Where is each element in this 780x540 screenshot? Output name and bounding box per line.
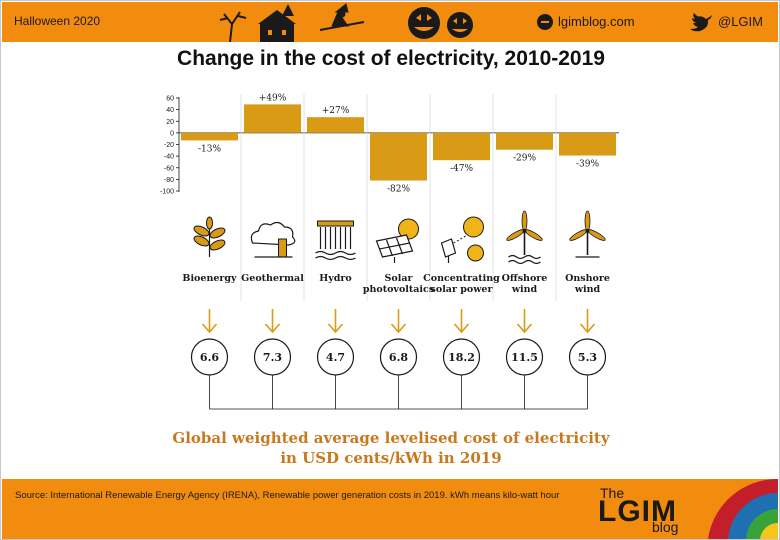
cost-circle <box>316 338 355 376</box>
dam-icon <box>315 220 356 261</box>
cost-circle <box>442 338 481 376</box>
tree-icon <box>219 11 247 42</box>
cost-value: 18.2 <box>448 351 475 364</box>
cost-value: 6.8 <box>389 351 408 364</box>
cost-footnote: Global weighted average levelised cost o… <box>1 428 779 468</box>
halloween-decoration <box>219 3 712 42</box>
bar <box>307 117 364 133</box>
haunted-house-icon <box>258 4 296 42</box>
logo-blog: blog <box>652 519 679 535</box>
header-site: lgimblog.com <box>558 14 635 29</box>
plant-icon <box>193 216 226 257</box>
bar-value-label: -29% <box>513 154 536 164</box>
cost-circle <box>505 338 544 376</box>
y-tick-label: -20 <box>164 142 174 149</box>
y-tick-label: -80 <box>164 177 174 184</box>
logo-main: LGIM <box>598 495 677 528</box>
cost-value: 4.7 <box>326 351 345 364</box>
bar-value-label: +27% <box>322 106 350 116</box>
cost-circle <box>379 338 418 376</box>
cost-value: 7.3 <box>263 351 282 364</box>
bar-value-label: -39% <box>576 160 599 170</box>
cost-circle <box>253 338 292 376</box>
footnote-line-1: Global weighted average levelised cost o… <box>172 429 610 447</box>
header-handle: @LGIM <box>718 14 763 29</box>
header-left-text: Halloween 2020 <box>14 14 101 28</box>
footnote-line-2: in USD cents/kWh in 2019 <box>280 449 502 467</box>
chart-title: Change in the cost of electricity, 2010-… <box>177 47 605 70</box>
down-arrow-icon <box>453 309 470 334</box>
category-label: Hydro <box>319 273 351 284</box>
bar <box>559 132 616 156</box>
y-tick-label: 20 <box>166 119 174 126</box>
web-icon <box>537 14 553 30</box>
category-label: Onshore wind <box>565 273 610 295</box>
y-tick-label: -40 <box>164 154 174 161</box>
twitter-icon <box>690 13 712 32</box>
pumpkin-icon <box>408 7 473 39</box>
y-tick-label: 0 <box>170 130 174 137</box>
y-tick-label: 40 <box>166 107 174 114</box>
bar <box>496 132 553 150</box>
offshore-turbine-icon <box>506 210 543 265</box>
bar <box>433 132 490 161</box>
factory-icon <box>250 221 296 258</box>
down-arrow-icon <box>516 309 533 334</box>
cost-value: 6.6 <box>200 351 219 364</box>
footer-bar: Source: International Renewable Energy A… <box>2 479 778 539</box>
cost-value: 5.3 <box>578 351 597 364</box>
y-tick-label: 60 <box>166 96 174 103</box>
cost-value: 11.5 <box>511 351 538 364</box>
category-label: Solar photovoltaics <box>363 273 434 295</box>
umbrella-logo-icon <box>708 479 778 539</box>
bar-value-label: -82% <box>387 185 410 195</box>
bar-value-label: +49% <box>259 93 287 103</box>
down-arrow-icon <box>264 309 281 334</box>
bar-value-label: -47% <box>450 164 473 174</box>
bar <box>370 132 427 181</box>
y-tick-label: -60 <box>164 165 174 172</box>
down-arrow-icon <box>579 309 596 334</box>
down-arrow-icon <box>390 309 407 334</box>
solar-panel-icon <box>375 218 419 263</box>
cost-circle <box>190 338 229 376</box>
category-label: Offshore wind <box>502 273 548 295</box>
witch-icon <box>319 3 365 31</box>
bar <box>244 104 301 133</box>
solar-tower-icon <box>440 216 484 263</box>
category-label: Geothermal <box>241 273 304 284</box>
header-bar: Halloween 2020 <box>2 2 778 42</box>
cost-circle <box>568 338 607 376</box>
source-text: Source: International Renewable Energy A… <box>15 490 560 501</box>
category-label: Concentrating solar power <box>423 273 500 295</box>
bar <box>181 132 238 141</box>
onshore-turbine-icon <box>569 210 606 258</box>
logo-the: The <box>600 485 625 501</box>
down-arrow-icon <box>201 309 218 334</box>
y-tick-label: -100 <box>160 189 174 196</box>
bar-chart: 60 40 20 0 -20 -40 -60 -80 -100 -13% +49% +27% -82% -… <box>160 93 619 410</box>
bar-value-label: -13% <box>198 144 221 154</box>
down-arrow-icon <box>327 309 344 334</box>
category-label: Bioenergy <box>182 273 237 284</box>
